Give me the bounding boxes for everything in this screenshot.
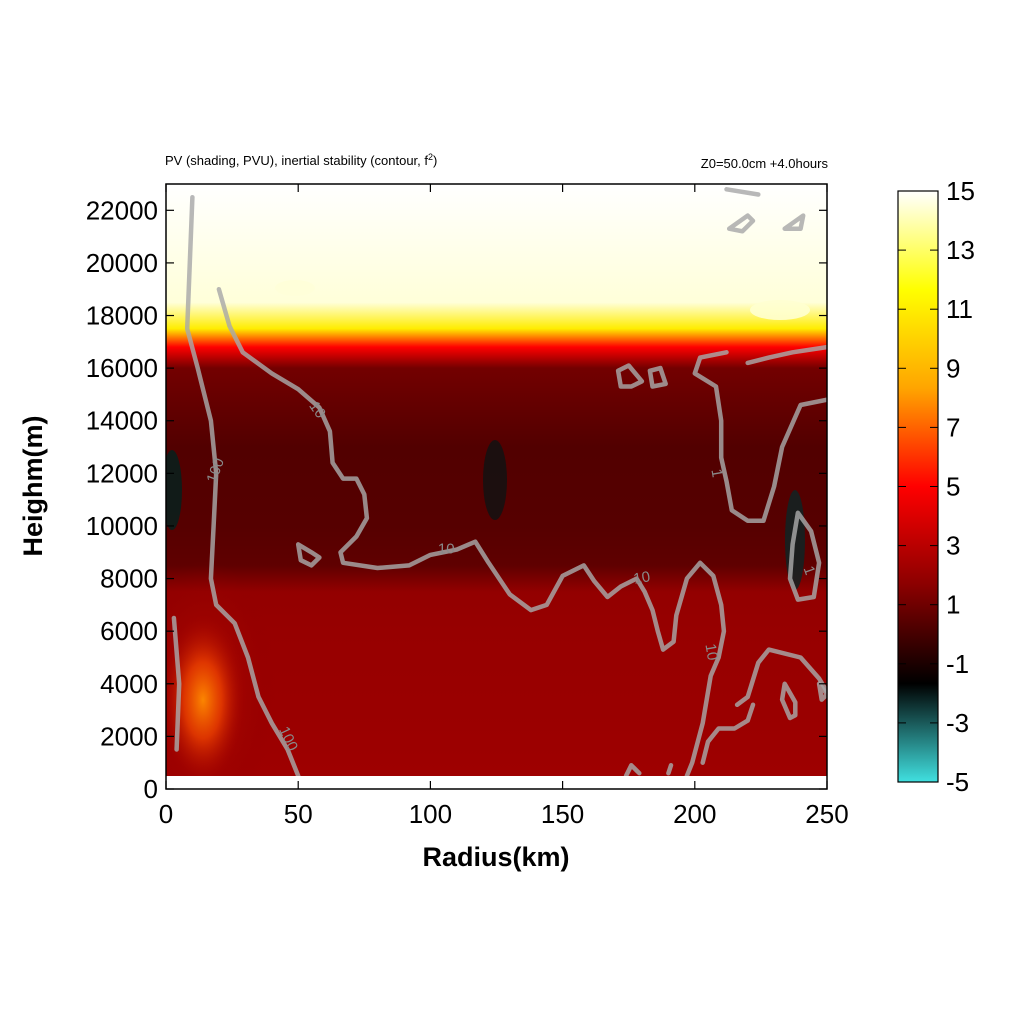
- contour-label: 10: [438, 541, 455, 558]
- x-tick-label: 250: [805, 799, 848, 829]
- contour-label: 1: [707, 468, 725, 479]
- white-bump-1: [275, 280, 315, 296]
- contour-line-1: [782, 213, 806, 231]
- dark-patch-left: [166, 450, 182, 530]
- contour-label: 10: [632, 568, 651, 588]
- white-bump-2: [750, 300, 810, 320]
- contour-line-10: [700, 702, 756, 765]
- y-tick-label: 14000: [86, 406, 158, 436]
- run-annotation: Z0=50.0cm +4.0hours: [701, 156, 829, 171]
- y-axis-title: Heighm(m): [18, 416, 48, 557]
- contour-line-1: [615, 363, 645, 389]
- heatmap-shading: [166, 184, 827, 776]
- y-tick-label: 2000: [100, 721, 158, 751]
- pv-core: [166, 615, 245, 776]
- colorbar-tick-label: 13: [946, 235, 975, 265]
- plot-frame: [165, 183, 828, 790]
- contour-line-10: [734, 647, 827, 708]
- x-tick-label: 200: [673, 799, 716, 829]
- contour-line-100: [171, 615, 182, 752]
- contour-line-1: [647, 365, 668, 389]
- y-tick-label: 18000: [86, 301, 158, 331]
- colorbar-tick-label: 1: [946, 590, 960, 620]
- contour-line-1: [726, 213, 756, 234]
- y-tick-label: 4000: [100, 669, 158, 699]
- contour-line-1: [692, 350, 827, 523]
- colorbar-tick-label: 9: [946, 353, 960, 383]
- x-tick-label: 50: [284, 799, 313, 829]
- x-axis-title: Radius(km): [422, 842, 569, 872]
- colorbar-tick-label: -3: [946, 708, 969, 738]
- y-axis: 0 2000 4000 6000 8000 10000 12000 14000 16000 180…: [86, 195, 827, 804]
- y-tick-label: 10000: [86, 511, 158, 541]
- x-tick-label: 100: [409, 799, 452, 829]
- contour-label: 10: [305, 398, 328, 421]
- y-tick-label: 0: [144, 774, 158, 804]
- contour-line-10: [295, 542, 322, 568]
- contour-line-1: [787, 510, 822, 602]
- contour-line-1: [816, 681, 827, 702]
- colorbar-tick-label: 7: [946, 412, 960, 442]
- contour-label: 10: [701, 642, 721, 661]
- y-tick-label: 12000: [86, 458, 158, 488]
- colorbar-tick-label: 3: [946, 531, 960, 561]
- colorbar-tick-label: -5: [946, 767, 969, 797]
- x-axis: 0 50 100 150 200 250: [159, 184, 849, 829]
- y-tick-label: 8000: [100, 564, 158, 594]
- contour-line-1: [745, 344, 827, 366]
- colorbar-tick-label: 15: [946, 176, 975, 206]
- x-tick-label: 0: [159, 799, 173, 829]
- y-tick-label: 6000: [100, 616, 158, 646]
- contour-line-1: [724, 187, 761, 197]
- colorbar-ticks: 15 13 11 9 7 5 3 1 -1 -3 -5: [898, 176, 975, 797]
- y-tick-label: 22000: [86, 195, 158, 225]
- dark-patch-mid: [483, 440, 507, 520]
- colorbar-tick-label: 11: [946, 294, 973, 324]
- contour-line-10: [216, 286, 727, 776]
- no-data-strip: [166, 776, 827, 789]
- y-tick-label: 16000: [86, 353, 158, 383]
- y-tick-label: 20000: [86, 248, 158, 278]
- colorbar-tick-label: 5: [946, 472, 960, 502]
- colorbar-tick-label: -1: [946, 649, 969, 679]
- x-tick-label: 150: [541, 799, 584, 829]
- chart-title: PV (shading, PVU), inertial stability (c…: [165, 152, 437, 168]
- contour-line-10: [623, 763, 642, 776]
- contour-line-100: [184, 194, 301, 776]
- contour-layer: [171, 187, 827, 776]
- contour-line-10: [666, 763, 674, 776]
- contour-line-10: [779, 681, 798, 721]
